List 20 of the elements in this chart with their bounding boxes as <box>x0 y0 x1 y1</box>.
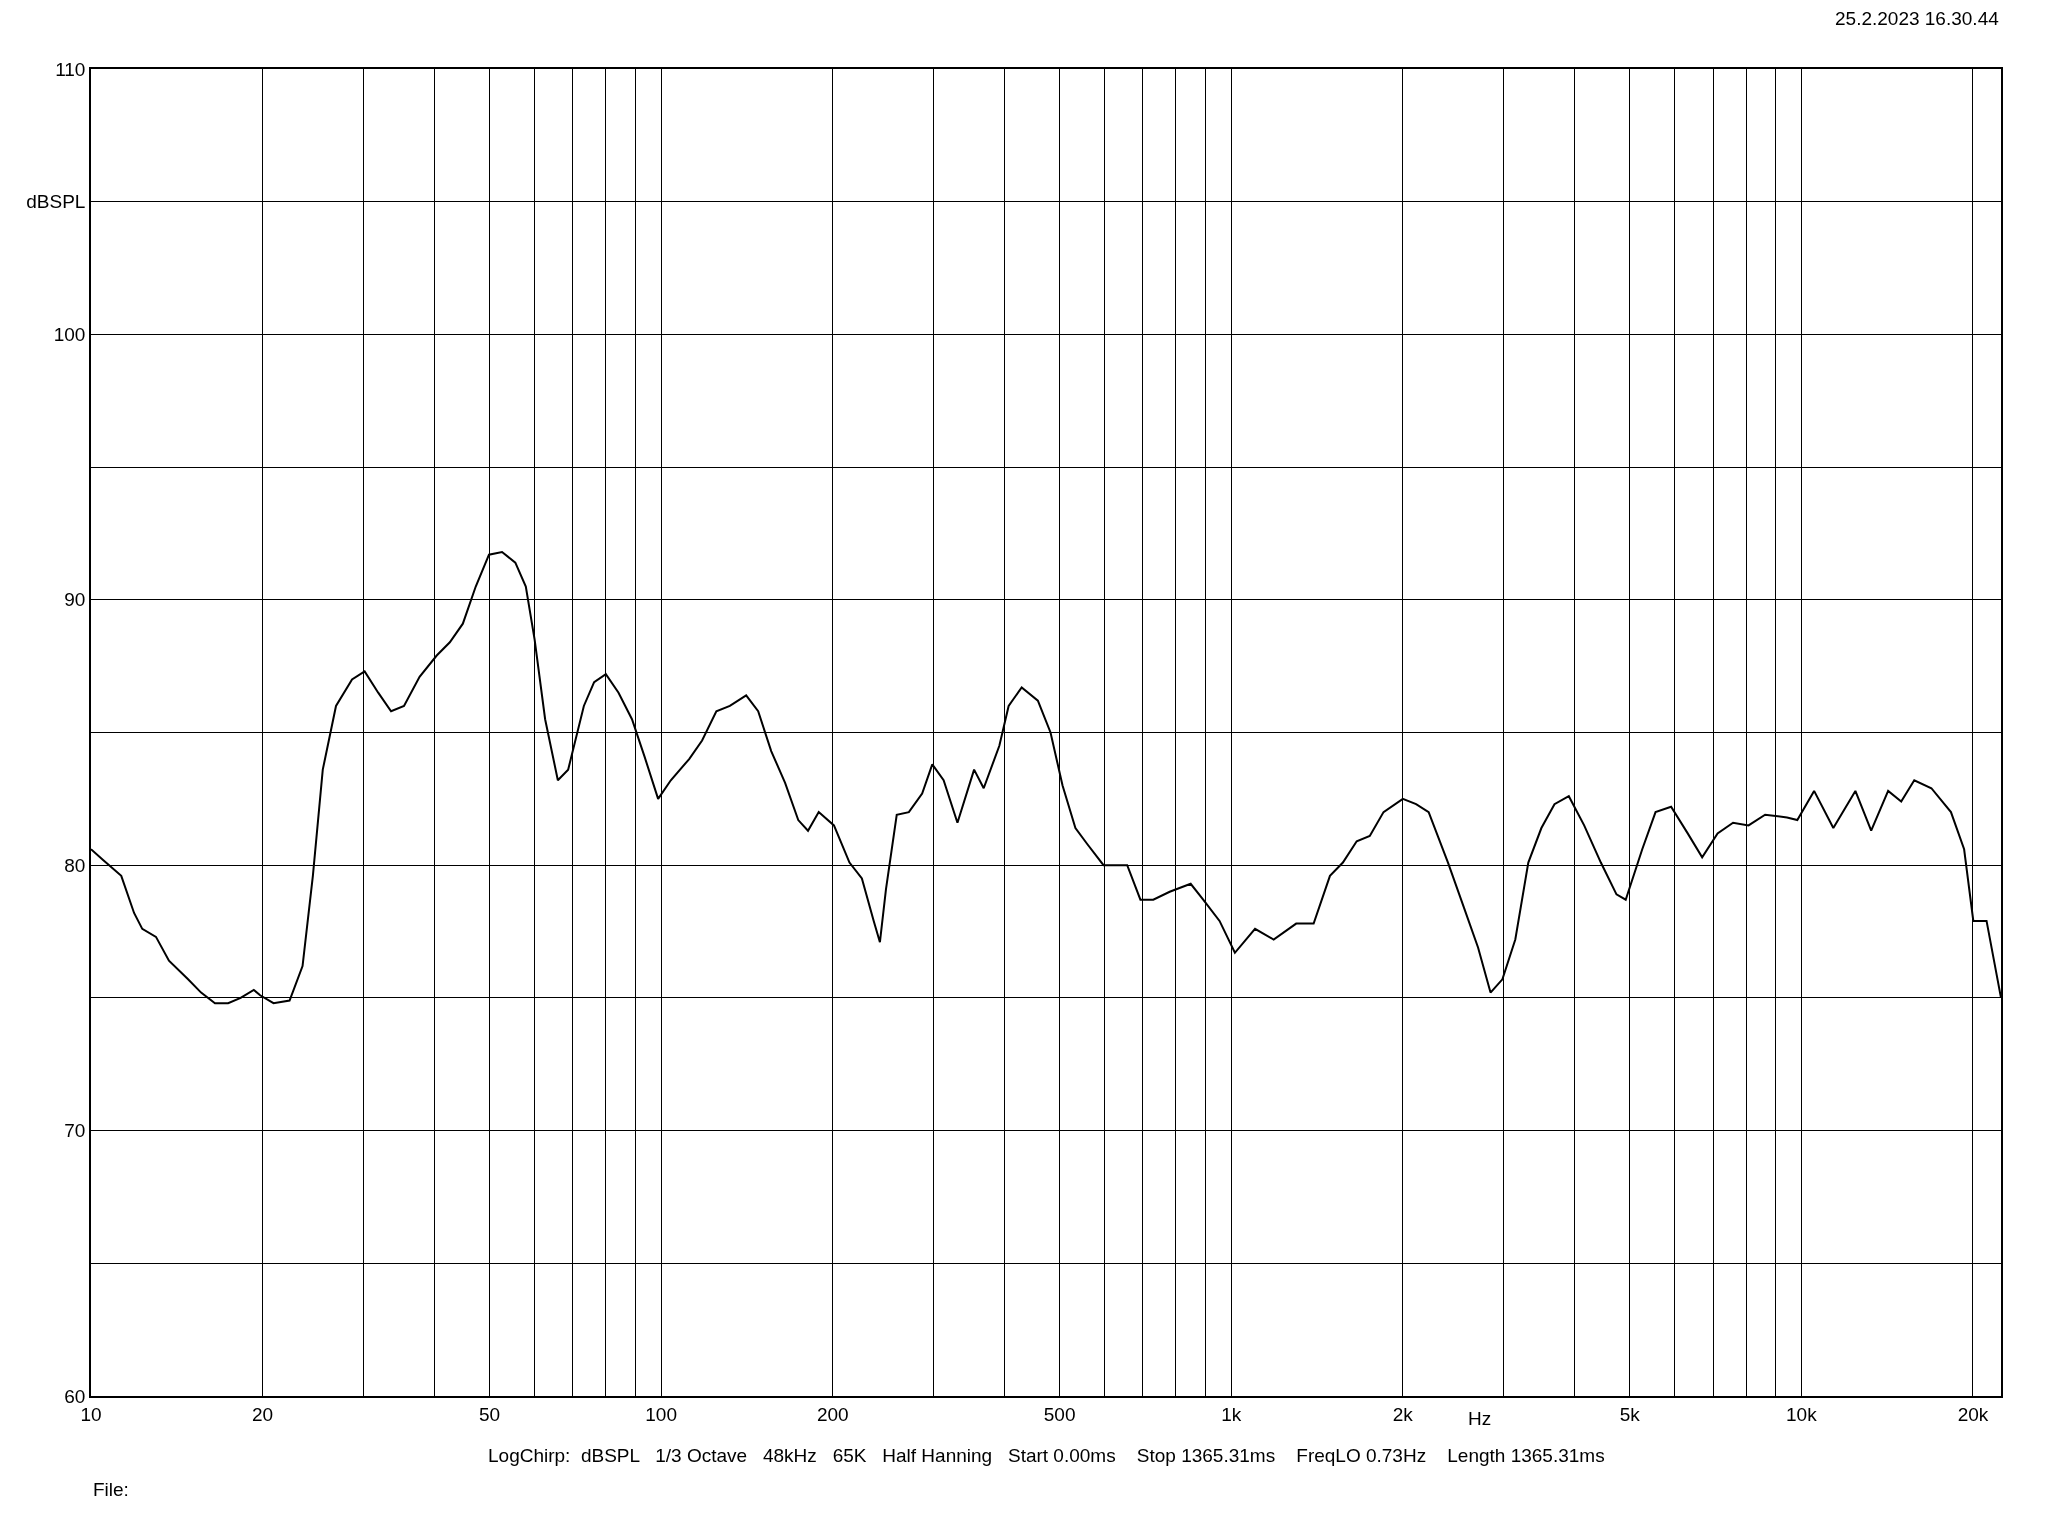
x-tick-label: 5k <box>1619 1403 1641 1425</box>
x-tick-label: 20k <box>1957 1403 1989 1425</box>
y-tick-label: 100 <box>53 324 86 346</box>
x-axis-title: Hz <box>1468 1408 1492 1429</box>
x-tick-label: 100 <box>645 1403 677 1425</box>
y-tick-label: 80 <box>64 854 86 876</box>
x-tick-label: 500 <box>1043 1403 1076 1425</box>
y-tick-label: dBSPL <box>26 191 86 213</box>
x-tick-label: 50 <box>478 1403 501 1425</box>
y-tick-label: 110 <box>55 58 86 80</box>
text: LogChirp: dBSPL 1/3 Octave 48kHz 65K Half Hanning Start 0.00ms Stop 1365.31ms FreqLO 0.73Hz Length 1365.31ms <box>488 1445 1605 1466</box>
x-tick-label: 1k <box>1221 1403 1242 1425</box>
y-tick-label: 90 <box>64 589 86 611</box>
x-tick-label: 10k <box>1786 1403 1818 1425</box>
x-tick-label: 2k <box>1392 1403 1414 1425</box>
text: File: <box>93 1479 129 1500</box>
text: 25.2.2023 16.30.44 <box>1835 8 2000 29</box>
x-tick-label: 20 <box>252 1403 274 1425</box>
x-tick-label: 200 <box>816 1403 849 1425</box>
y-tick-label: 70 <box>64 1120 86 1142</box>
